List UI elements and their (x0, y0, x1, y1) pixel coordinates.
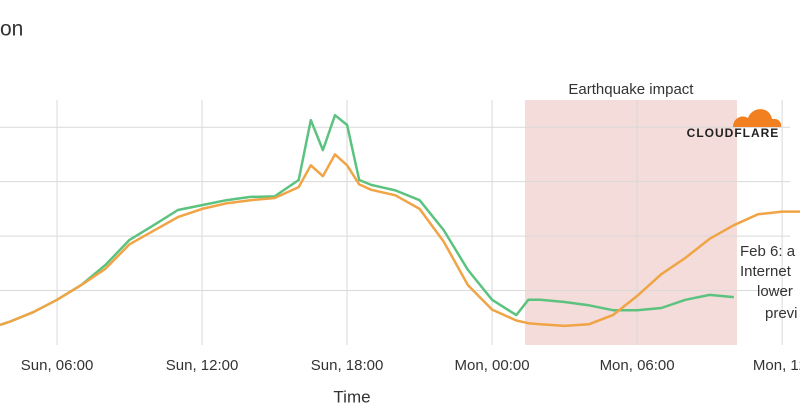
region-label: Earthquake impact (568, 81, 694, 98)
annotation-text: Internet (740, 263, 792, 280)
logo-cloud (733, 109, 782, 127)
x-tick-label: Sun, 18:00 (311, 357, 384, 374)
annotation-text: lower (757, 283, 793, 300)
x-tick-label: Mon, 06:00 (600, 357, 675, 374)
logo-text: CLOUDFLARE (687, 126, 780, 140)
shaded-region (524, 100, 737, 345)
annotation-text: Feb 6: a (740, 243, 796, 260)
x-tick-label: Mon, 12: (753, 357, 800, 374)
x-axis-label: Time (333, 387, 370, 406)
chart-title: on (0, 18, 23, 41)
logo: CLOUDFLARE (687, 109, 782, 140)
x-tick-label: Sun, 06:00 (21, 357, 94, 374)
series-line (0, 153, 800, 328)
x-tick-label: Sun, 12:00 (166, 357, 239, 374)
series-line (0, 113, 734, 327)
x-tick-label: Mon, 00:00 (455, 357, 530, 374)
annotation-text: previ (765, 305, 798, 322)
